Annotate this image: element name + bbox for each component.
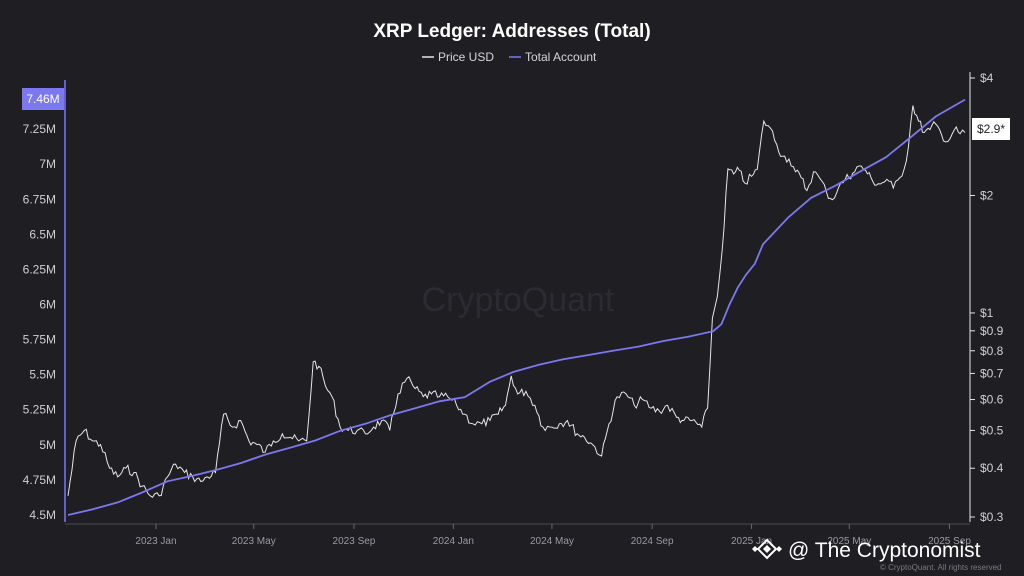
credit-text: @ The Cryptonomist	[788, 539, 981, 562]
left-tick-label: 5.25M	[23, 403, 56, 417]
legend-price-label[interactable]: Price USD	[438, 50, 494, 64]
right-tick-label: $1	[980, 306, 994, 320]
right-tick-label: $0.4	[980, 461, 1004, 475]
x-tick-label: 2024 Jan	[433, 536, 474, 547]
left-tick-label: 4.75M	[23, 473, 56, 487]
right-tick-label: $0.8	[980, 344, 1004, 358]
left-tick-label: 7.25M	[23, 122, 56, 136]
right-tick-label: $0.5	[980, 423, 1004, 437]
right-tick-label: $0.9	[980, 324, 1004, 338]
left-tick-label: 6.5M	[29, 227, 56, 241]
right-tick-label: $0.3	[980, 510, 1004, 524]
left-tick-label: 5M	[39, 438, 56, 452]
diamond-logo-icon	[752, 538, 782, 560]
watermark: CryptoQuant	[422, 281, 615, 319]
right-current-badge: $2.9*	[972, 118, 1010, 140]
right-tick-label: $0.6	[980, 393, 1004, 407]
right-axis-ticks: $0.3 $0.4 $0.5 $0.6 $0.7 $0.8 $0.9 $1 $2 $4	[970, 71, 1004, 524]
credit-block: @ The Cryptonomist © CryptoQuant. All ri…	[752, 538, 1002, 572]
left-axis-ticks: 4.5M 4.75M 5M 5.25M 5.5M 5.75M 6M 6.25M 6.5M 6.75…	[23, 122, 56, 522]
x-tick-label: 2025 Sep	[928, 536, 971, 547]
left-current-badge-bg	[22, 88, 64, 110]
left-tick-label: 4.5M	[29, 508, 56, 522]
x-axis-ticks: 2023 Jan 2023 May 2023 Sep 2024 Jan 2024 May…	[135, 524, 971, 547]
total-account-line	[67, 98, 966, 516]
x-tick-label: 2023 Sep	[333, 536, 376, 547]
chart-title: XRP Ledger: Addresses (Total)	[373, 21, 650, 42]
price-usd-line	[67, 105, 966, 498]
left-tick-label: 6.75M	[23, 192, 56, 206]
x-tick-label: 2025 Jan	[731, 536, 772, 547]
left-current-value: 7.46M	[26, 92, 59, 106]
right-current-value: $2.9*	[977, 122, 1005, 136]
left-tick-label: 5.5M	[29, 368, 56, 382]
x-tick-label: 2025 May	[827, 536, 871, 547]
left-tick-label: 6M	[39, 298, 56, 312]
left-tick-label: 7M	[39, 157, 56, 171]
right-tick-label: $2	[980, 188, 994, 202]
left-tick-label: 6.25M	[23, 262, 56, 276]
x-tick-label: 2023 May	[232, 536, 276, 547]
legend-accounts-label[interactable]: Total Account	[525, 50, 597, 64]
right-tick-label: $4	[980, 71, 994, 85]
rights-text: © CryptoQuant. All rights reserved	[880, 563, 1002, 572]
left-tick-label: 5.75M	[23, 333, 56, 347]
right-tick-label: $0.7	[980, 366, 1004, 380]
x-tick-label: 2024 Sep	[631, 536, 674, 547]
x-tick-label: 2023 Jan	[135, 536, 176, 547]
left-current-badge: 7.46M	[22, 88, 64, 110]
legend[interactable]: Price USD Total Account	[422, 50, 597, 64]
x-tick-label: 2024 May	[530, 536, 574, 547]
right-current-badge-bg	[972, 118, 1010, 140]
